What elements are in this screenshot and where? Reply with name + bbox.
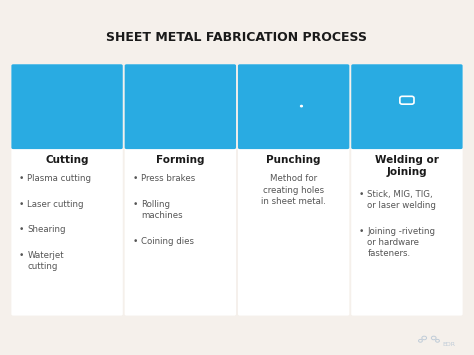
Text: EDR: EDR [442,342,455,347]
Text: •: • [359,190,364,199]
Text: •: • [19,251,24,260]
FancyBboxPatch shape [351,64,463,149]
Text: Punching: Punching [266,155,321,165]
Text: •: • [132,237,137,246]
FancyBboxPatch shape [11,64,123,316]
Text: Shearing: Shearing [27,225,66,234]
Text: Waterjet
cutting: Waterjet cutting [27,251,64,271]
Text: SHEET METAL FABRICATION PROCESS: SHEET METAL FABRICATION PROCESS [107,31,367,44]
Text: Method for
creating holes
in sheet metal.: Method for creating holes in sheet metal… [261,174,326,206]
FancyBboxPatch shape [125,64,236,316]
Text: Joining -riveting
or hardware
fasteners.: Joining -riveting or hardware fasteners. [367,227,435,258]
Text: •: • [132,174,137,183]
Text: Plasma cutting: Plasma cutting [27,174,91,183]
Text: Rolling
machines: Rolling machines [141,200,182,220]
FancyBboxPatch shape [238,64,349,149]
Text: Welding or
Joining: Welding or Joining [375,155,439,177]
Text: •: • [359,227,364,236]
FancyBboxPatch shape [11,64,123,149]
Text: •: • [132,200,137,209]
Text: Laser cutting: Laser cutting [27,200,84,209]
Text: •: • [19,200,24,209]
FancyBboxPatch shape [238,64,349,316]
Text: Stick, MIG, TIG,
or laser welding: Stick, MIG, TIG, or laser welding [367,190,436,210]
Text: •: • [19,174,24,183]
Text: Forming: Forming [156,155,205,165]
Text: Cutting: Cutting [46,155,89,165]
FancyBboxPatch shape [351,64,463,316]
FancyBboxPatch shape [125,64,236,149]
Text: Press brakes: Press brakes [141,174,195,183]
Text: Coining dies: Coining dies [141,237,194,246]
Text: •: • [19,225,24,234]
